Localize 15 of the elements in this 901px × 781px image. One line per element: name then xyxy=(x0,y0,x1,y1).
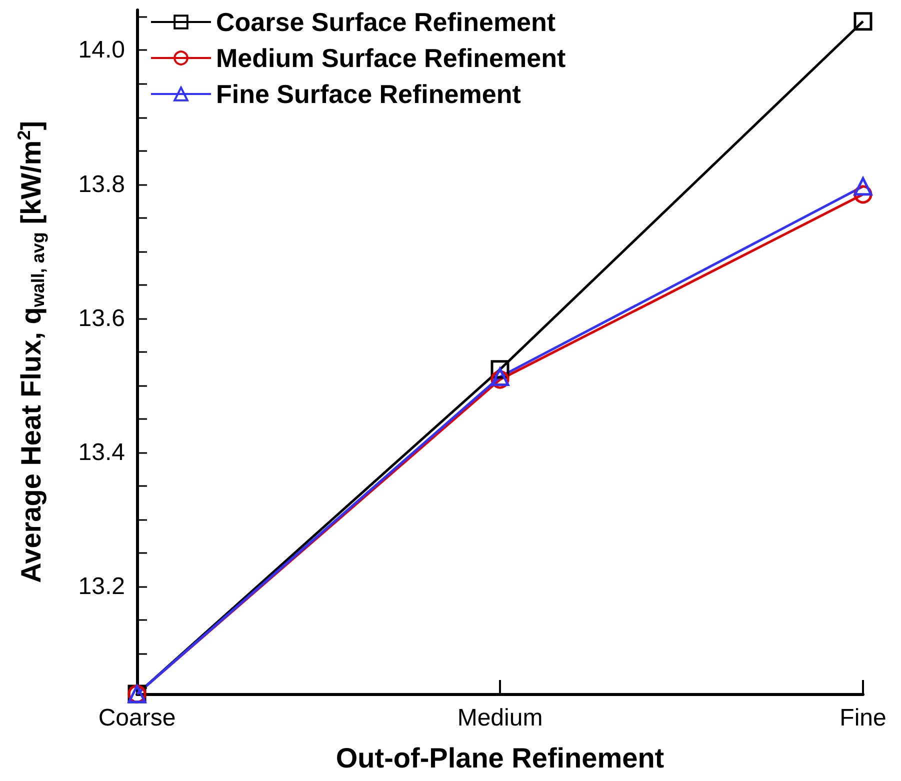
legend-label: Coarse Surface Refinement xyxy=(216,7,556,37)
legend-label: Fine Surface Refinement xyxy=(216,79,522,109)
x-tick-label: Fine xyxy=(840,704,886,732)
y-tick-label: 13.2 xyxy=(78,573,125,600)
x-tick-label: Coarse xyxy=(98,704,176,732)
y-tick-label: 13.6 xyxy=(78,304,125,332)
legend-label: Medium Surface Refinement xyxy=(216,43,566,73)
point xyxy=(854,12,872,31)
x-tick-label: Medium xyxy=(457,704,543,732)
point xyxy=(854,177,872,196)
x-axis-title: Out-of-Plane Refinement xyxy=(336,742,664,774)
y-tick-label: 13.8 xyxy=(78,170,125,198)
y-tick-label: 13.4 xyxy=(78,439,125,466)
y-tick-label: 14.0 xyxy=(78,36,125,64)
y-axis-title: Average Heat Flux, qwall, avg [kW/m2] xyxy=(14,120,48,584)
